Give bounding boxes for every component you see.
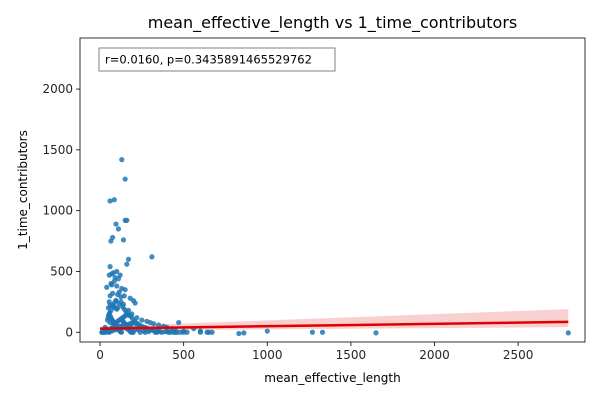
x-tick-label: 2500 <box>503 348 534 362</box>
scatter-point <box>309 329 316 335</box>
x-tick-label: 0 <box>96 348 104 362</box>
scatter-point <box>115 276 122 282</box>
x-tick-label: 500 <box>172 348 195 362</box>
scatter-point <box>120 237 127 243</box>
y-axis-ticks: 0 500 1000 1500 2000 <box>42 82 80 339</box>
scatter-point <box>139 317 145 323</box>
scatter-point <box>150 321 157 327</box>
scatter-point <box>107 198 113 204</box>
scatter-point <box>107 264 113 270</box>
scatter-point <box>125 256 132 262</box>
x-tick-label: 2000 <box>419 348 450 362</box>
scatter-point <box>114 268 120 275</box>
scatter-point <box>172 329 178 335</box>
scatter-point <box>236 330 242 337</box>
x-axis-label: mean_effective_length <box>264 371 400 385</box>
y-axis-label: 1_time_contributors <box>16 130 30 250</box>
plot-area <box>79 37 586 343</box>
scatter-point <box>114 283 120 289</box>
x-tick-label: 1000 <box>252 348 283 362</box>
regression-line-layer <box>100 320 569 330</box>
scatter-point <box>119 157 125 163</box>
scatter-point <box>373 330 379 336</box>
scatter-point <box>115 226 122 232</box>
y-tick-label: 500 <box>50 264 73 278</box>
scatter-point <box>264 328 270 334</box>
confidence-band <box>100 309 569 331</box>
scatter-point <box>108 238 114 244</box>
scatter-point <box>197 329 203 335</box>
scatter-point <box>104 284 110 290</box>
scatter-point <box>319 329 326 335</box>
scatter-point <box>111 197 117 203</box>
stats-annotation: r=0.0160, p=0.3435891465529762 <box>98 47 336 72</box>
chart-title: mean_effective_length vs 1_time_contribu… <box>148 13 518 33</box>
scatter-point <box>134 315 140 321</box>
scatter-point <box>132 300 138 306</box>
scatter-point <box>109 282 115 288</box>
x-axis-ticks: 0 500 1000 1500 2000 2500 <box>96 342 533 362</box>
scatter-point <box>149 254 155 260</box>
scatter-point <box>122 176 128 182</box>
scatter-point <box>155 328 162 334</box>
scatter-point <box>241 330 247 336</box>
y-tick-label: 1500 <box>42 143 73 157</box>
y-tick-label: 0 <box>65 325 73 339</box>
scatter-point <box>206 329 212 335</box>
scatter-point <box>107 319 113 326</box>
scatter-point <box>110 290 116 296</box>
confidence-band-layer <box>100 309 569 331</box>
scatter-point <box>176 319 182 326</box>
scatter-point <box>113 221 119 227</box>
y-tick-label: 1000 <box>42 204 73 218</box>
stats-annotation-box <box>98 47 336 72</box>
scatter-point <box>121 293 127 299</box>
scatter-point <box>155 322 162 328</box>
plot-frame <box>79 37 586 343</box>
scatter-point <box>101 329 107 335</box>
scatter-point <box>118 299 124 305</box>
regression-line <box>100 320 569 330</box>
x-tick-label: 1500 <box>336 348 367 362</box>
scatter-point <box>124 261 130 267</box>
stats-annotation-text: r=0.0160, p=0.3435891465529762 <box>105 53 312 67</box>
y-tick-label: 2000 <box>42 82 73 96</box>
scatter-point <box>164 329 170 335</box>
scatter-point <box>122 217 128 223</box>
scatter-point <box>118 329 125 335</box>
scatter-point <box>113 298 119 304</box>
scatter-point <box>122 287 128 293</box>
scatter-point <box>125 311 131 317</box>
scatter-point <box>181 329 187 335</box>
scatter-point <box>565 330 571 336</box>
scatter-point <box>137 329 143 335</box>
